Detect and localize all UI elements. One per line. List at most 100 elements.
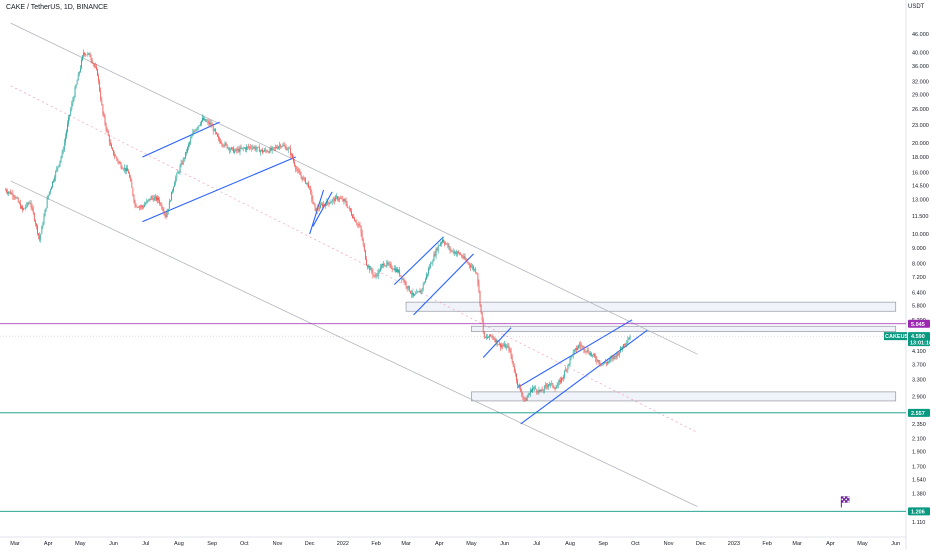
candle-body xyxy=(123,167,125,170)
candle-body xyxy=(423,282,425,284)
x-tick-label: Sep xyxy=(207,541,217,547)
trendline xyxy=(10,22,698,355)
candle-body xyxy=(206,121,208,123)
candle-body xyxy=(610,358,612,360)
candle-body xyxy=(448,246,450,248)
candle-body xyxy=(611,357,613,359)
candle-body xyxy=(145,203,147,205)
candle-body xyxy=(570,356,572,359)
candle-body xyxy=(292,154,293,159)
candle-body xyxy=(372,272,374,276)
candle-body xyxy=(505,344,507,349)
candle-body xyxy=(556,385,558,389)
candle-body xyxy=(627,339,629,343)
candle-body xyxy=(48,191,50,195)
candle-body xyxy=(490,334,492,337)
candle-body xyxy=(309,187,311,188)
candle-body xyxy=(180,162,182,167)
candle-body xyxy=(218,136,219,139)
candle-body xyxy=(277,147,278,149)
candle-body xyxy=(176,173,178,178)
candle-body xyxy=(104,116,106,124)
y-tick-label: 7.200 xyxy=(912,275,926,281)
price-unit-label: USDT xyxy=(908,4,925,10)
candle-body xyxy=(450,250,452,251)
candle-body xyxy=(498,343,500,345)
candle-body xyxy=(198,125,200,126)
trendline xyxy=(10,180,698,507)
candle-body xyxy=(78,71,80,74)
candle-body xyxy=(251,147,253,149)
candle-body xyxy=(561,377,562,383)
candle-body xyxy=(402,279,404,280)
candle-body xyxy=(146,201,148,204)
x-tick-label: May xyxy=(75,541,86,547)
candle-body xyxy=(373,275,375,276)
candle-body xyxy=(463,256,465,258)
candle-body xyxy=(154,196,156,198)
candle-body xyxy=(413,292,414,296)
candle-body xyxy=(532,387,533,392)
candle-body xyxy=(191,135,193,139)
candle-body xyxy=(186,152,187,153)
candle-body xyxy=(346,204,348,208)
candle-body xyxy=(546,385,547,387)
candle-body xyxy=(626,342,628,344)
y-tick-label: 1.540 xyxy=(912,477,926,483)
candle-body xyxy=(318,208,320,209)
price-zone-box xyxy=(405,301,897,312)
flag-marker-icon[interactable] xyxy=(840,496,850,508)
x-tick-label: Feb xyxy=(762,541,771,547)
candle-body xyxy=(167,208,169,212)
candle-body xyxy=(29,202,31,204)
candle-body xyxy=(407,285,409,289)
candle-body xyxy=(225,143,227,145)
candle-body xyxy=(124,167,126,172)
x-tick-label: Jun xyxy=(891,541,900,547)
candle-body xyxy=(16,197,18,199)
candle-body xyxy=(609,359,611,362)
candle-body xyxy=(59,160,61,165)
candle-body xyxy=(310,187,312,192)
candle-body xyxy=(143,206,144,208)
candle-body xyxy=(591,353,592,356)
candle-body xyxy=(357,224,359,225)
candle-body xyxy=(135,204,137,208)
y-tick-label: 20.000 xyxy=(912,141,929,147)
candle-body xyxy=(600,363,602,366)
candle-body xyxy=(164,213,166,215)
candle-body xyxy=(247,146,248,148)
candle-body xyxy=(142,205,143,208)
candle-body xyxy=(420,290,422,293)
candle-body xyxy=(302,177,304,180)
candle-body xyxy=(258,147,260,153)
candle-body xyxy=(25,206,27,208)
candle-body xyxy=(326,201,328,206)
candle-body xyxy=(435,248,437,256)
candle-body xyxy=(90,56,92,60)
candle-body xyxy=(313,202,315,205)
candle-body xyxy=(382,263,383,266)
candle-body xyxy=(147,200,149,202)
x-tick-label: Mar xyxy=(10,541,20,547)
price-badge-support-high: 2.557 xyxy=(911,411,925,417)
candle-body xyxy=(538,389,540,393)
candle-body xyxy=(306,182,307,184)
candle-body xyxy=(401,275,403,280)
candle-body xyxy=(250,146,252,148)
candle-body xyxy=(336,196,337,198)
candle-body xyxy=(41,226,43,234)
candle-body xyxy=(178,172,180,173)
candle-body xyxy=(265,149,267,151)
candle-body xyxy=(168,201,170,209)
candle-body xyxy=(10,191,12,195)
candle-body xyxy=(566,369,568,371)
candle-body xyxy=(481,312,483,320)
candle-body xyxy=(139,206,141,208)
candle-body xyxy=(507,345,509,347)
candle-body xyxy=(182,158,184,164)
candle-body xyxy=(273,147,275,148)
x-tick-label: Nov xyxy=(273,541,283,547)
candle-body xyxy=(194,130,196,132)
